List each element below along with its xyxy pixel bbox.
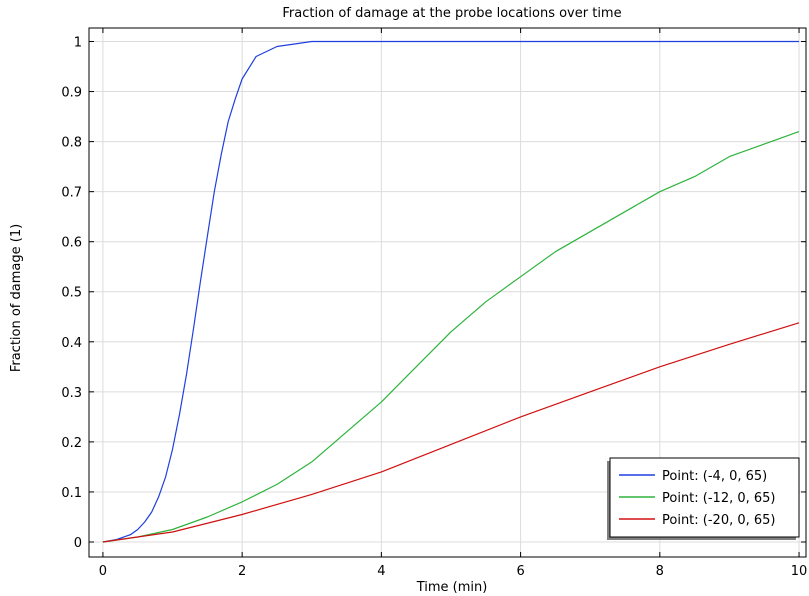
y-tick-label: 0.9 xyxy=(61,86,82,101)
x-axis-title: Time (min) xyxy=(416,580,488,595)
legend-entry-label: Point: (-20, 0, 65) xyxy=(662,513,776,528)
y-axis-title: Fraction of damage (1) xyxy=(9,224,24,372)
x-tick-label: 6 xyxy=(516,564,524,579)
y-tick-label: 0.7 xyxy=(61,186,82,201)
legend-entry-label: Point: (-4, 0, 65) xyxy=(662,469,767,484)
x-tick-label: 2 xyxy=(238,564,246,579)
x-tick-label: 10 xyxy=(791,564,808,579)
y-tick-label: 0.8 xyxy=(61,136,82,151)
grid-lines xyxy=(89,28,806,557)
y-tick-label: 0.4 xyxy=(61,336,82,351)
y-tick-label: 0.6 xyxy=(61,236,82,251)
x-tick-label: 8 xyxy=(656,564,664,579)
series-line-2 xyxy=(102,131,800,543)
x-tick-label: 4 xyxy=(377,564,385,579)
y-tick-label: 0.2 xyxy=(61,436,82,451)
series-line-3 xyxy=(102,322,800,543)
y-tick-label: 0.3 xyxy=(61,386,82,401)
y-tick-label: 0.5 xyxy=(61,286,82,301)
chart-title: Fraction of damage at the probe location… xyxy=(282,6,621,21)
legend: Point: (-4, 0, 65) Point: (-12, 0, 65) Poi… xyxy=(607,457,800,540)
plot-frame xyxy=(88,27,807,558)
y-tick-label: 0.1 xyxy=(61,486,82,501)
axis-ticks: 0 2 4 6 8 10 0 0.1 0.2 0.3 0.4 0.5 0.6 0.7 0.8 0.9 1 xyxy=(61,28,807,579)
y-tick-label: 1 xyxy=(74,36,82,51)
series-line-1 xyxy=(102,40,799,543)
legend-entry-label: Point: (-12, 0, 65) xyxy=(662,491,776,506)
series-lines xyxy=(102,40,800,543)
x-tick-label: 0 xyxy=(99,564,107,579)
y-tick-label: 0 xyxy=(74,536,82,551)
